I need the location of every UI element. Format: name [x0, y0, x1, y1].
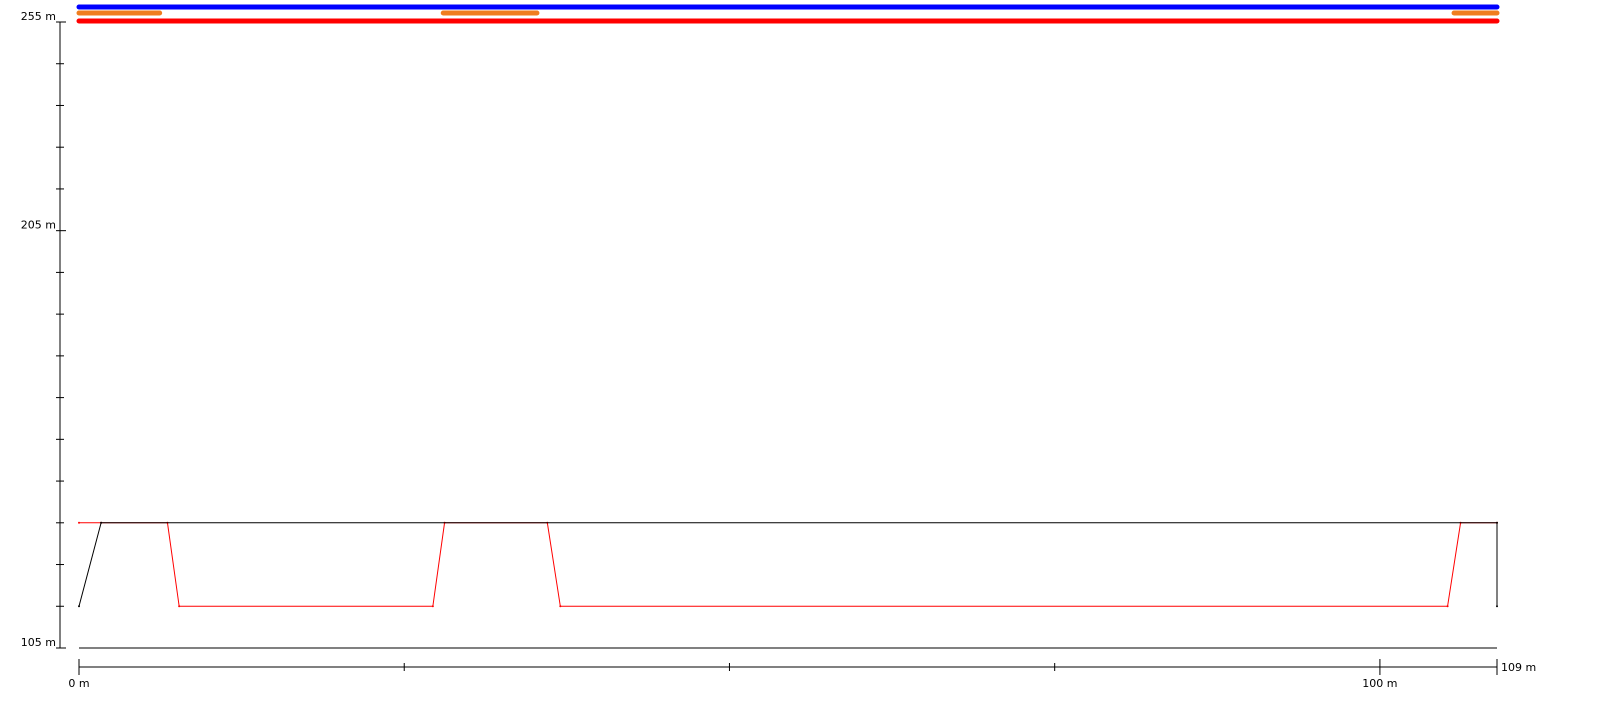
- series-0-line: [79, 522, 1497, 607]
- y-axis: 105 m 205 m 255 m: [21, 10, 1497, 649]
- x-tick-label: 109 m: [1501, 661, 1536, 674]
- series-0-point: [559, 605, 562, 608]
- x-tick-label: 100 m: [1362, 677, 1397, 690]
- series-1-point: [100, 521, 103, 524]
- y-tick-label: 105 m: [21, 636, 56, 649]
- series-0-point: [431, 605, 434, 608]
- plot-area: [78, 521, 1498, 608]
- series-1-point: [1496, 521, 1498, 524]
- series-0-point: [178, 605, 181, 608]
- x-axis: 0 m 100 m 109 m: [68, 659, 1536, 690]
- y-tick-label: 255 m: [21, 10, 56, 23]
- series-1-line: [78, 522, 1498, 607]
- series-0-point: [78, 521, 80, 524]
- top-bands: [76, 4, 1500, 24]
- series-1-point: [78, 605, 80, 608]
- x-tick-label: 0 m: [68, 677, 89, 690]
- y-tick-label: 205 m: [21, 219, 56, 232]
- series-1-point: [1496, 605, 1498, 608]
- series-0-point: [1446, 605, 1449, 608]
